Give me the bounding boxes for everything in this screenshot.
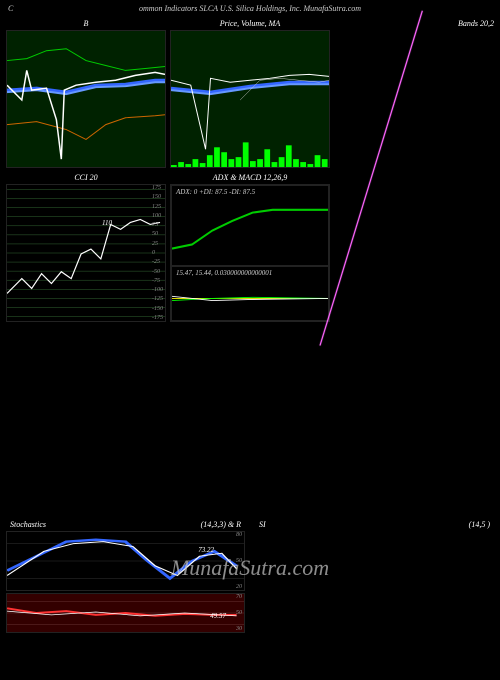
bands-cell: Bands 20,2 [334, 19, 494, 169]
stoch-bot-val: 49.57 [210, 612, 226, 620]
cci-panel: 110 1751501251007550250-25-50-75-100-125… [6, 184, 166, 322]
bollinger-title: B [6, 19, 166, 28]
header-main: ommon Indicators SLCA U.S. Silica Holdin… [139, 4, 361, 13]
adx-bot: 15.47, 15.44, 0.030000000000001 [171, 266, 329, 321]
price-cell: Price, Volume, MA [170, 19, 330, 169]
stoch-top-panel: 73.22 805020 [6, 531, 245, 591]
stoch-title: Stochastics (14,3,3) & R [6, 520, 245, 529]
row3: Stochastics (14,3,3) & R 73.22 805020 49… [6, 520, 494, 633]
adx-panel: ADX: 0 +DI: 87.5 -DI: 87.5 15.47, 15.44,… [170, 184, 330, 322]
stoch-bot-panel: 49.57 705030 [6, 593, 245, 633]
cci-svg [7, 185, 165, 321]
adx-cell: ADX & MACD 12,26,9 ADX: 0 +DI: 87.5 -DI:… [170, 173, 330, 323]
stoch-bot-ticks: 705030 [236, 594, 242, 632]
stoch-top-svg [7, 532, 244, 590]
stoch-title-left: Stochastics [10, 520, 46, 529]
rsi-right: SI (14,5 ) [255, 520, 494, 633]
cci-value: 110 [102, 219, 112, 227]
stoch-top-val: 73.22 [198, 546, 214, 554]
price-svg [171, 31, 329, 167]
stoch-left: Stochastics (14,3,3) & R 73.22 805020 49… [6, 520, 245, 633]
empty-cell [334, 173, 494, 323]
adx-top-label: ADX: 0 +DI: 87.5 -DI: 87.5 [176, 188, 255, 196]
stoch-title-mid: (14,3,3) & R [201, 520, 241, 529]
bands-title-right: Bands 20,2 [458, 19, 494, 28]
price-title: Price, Volume, MA [170, 19, 330, 28]
bollinger-title-left: B [84, 19, 89, 28]
stoch-top-ticks: 805020 [236, 532, 242, 590]
adx-top-svg [172, 196, 328, 265]
chart-grid: B Price, Volume, MA Bands 20,2 CCI 20 11… [0, 19, 500, 327]
cci-cell: CCI 20 110 1751501251007550250-25-50-75-… [6, 173, 166, 323]
cci-title: CCI 20 [6, 173, 166, 182]
page-header: C ommon Indicators SLCA U.S. Silica Hold… [0, 0, 500, 19]
adx-bot-label: 15.47, 15.44, 0.030000000000001 [176, 269, 272, 277]
adx-title: ADX & MACD 12,26,9 [170, 173, 330, 182]
stoch-bot-svg [7, 594, 244, 632]
rsi-title-a: SI [259, 520, 266, 529]
adx-top: ADX: 0 +DI: 87.5 -DI: 87.5 [171, 185, 329, 266]
header-c: C [8, 4, 13, 13]
cci-ticks: 1751501251007550250-25-50-75-100-125-150… [152, 185, 163, 321]
bollinger-svg [7, 31, 165, 167]
rsi-title: SI (14,5 ) [255, 520, 494, 529]
adx-bot-svg [172, 277, 328, 320]
bollinger-panel [6, 30, 166, 168]
bollinger-cell: B [6, 19, 166, 169]
price-panel [170, 30, 330, 168]
rsi-title-b: (14,5 ) [469, 520, 490, 529]
